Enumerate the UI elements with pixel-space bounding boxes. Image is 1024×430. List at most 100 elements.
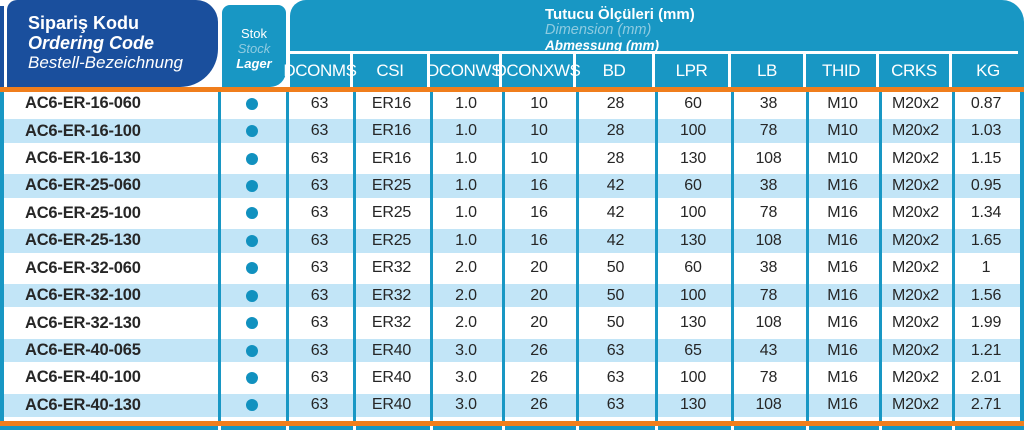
ordering-code-cell: AC6-ER-25-130	[25, 231, 141, 250]
stock-dot-icon	[246, 97, 258, 110]
column-header-bd: BD	[576, 54, 655, 87]
value-cell-dconms: 63	[310, 396, 329, 414]
column-separator	[576, 92, 579, 421]
value-cell-thid: M16	[827, 286, 858, 304]
stock-label-en: Stock	[237, 41, 271, 56]
column-separator	[218, 426, 221, 430]
column-separator	[286, 426, 289, 430]
value-cell-lpr: 65	[684, 341, 702, 359]
stock-cell	[218, 229, 286, 252]
value-cell-dconws: 1.0	[455, 122, 477, 140]
value-cell-dconxws: 20	[530, 286, 548, 304]
stock-cell	[218, 174, 286, 197]
column-separator	[353, 92, 356, 421]
value-cell-bd: 50	[606, 314, 625, 332]
value-cell-kg: 1.03	[970, 122, 1002, 140]
stock-dot-icon	[246, 289, 258, 302]
value-cell-kg: 1.34	[970, 204, 1002, 222]
dimensions-title-en: Dimension (mm)	[545, 21, 652, 38]
value-cell-dconxws: 16	[530, 176, 548, 194]
value-cell-thid: M16	[827, 259, 858, 277]
value-cell-dconms: 63	[310, 149, 329, 167]
table-row: AC6-ER-40-130 63 ER40 3.0 26 63 130 108 M16 M20x2…	[4, 393, 1020, 422]
value-cell-crks: M20x2	[891, 286, 940, 304]
column-header-csi: CSI	[353, 54, 430, 87]
value-cell-lb: 43	[759, 341, 778, 359]
column-separator	[731, 92, 734, 421]
value-cell-bd: 63	[606, 396, 625, 414]
stock-dot-icon	[246, 344, 258, 357]
value-cell-lpr: 100	[679, 122, 707, 140]
stock-cell	[218, 284, 286, 307]
ordering-code-cell: AC6-ER-32-060	[25, 258, 141, 277]
column-separator	[655, 426, 658, 430]
value-cell-dconws: 1.0	[455, 149, 477, 167]
value-cell-thid: M16	[827, 396, 858, 414]
ordering-code-cell: AC6-ER-32-130	[25, 313, 141, 332]
value-cell-crks: M20x2	[891, 259, 940, 277]
stock-dot-icon	[246, 399, 258, 412]
value-cell-dconxws: 16	[530, 231, 548, 249]
column-header-lb: LB	[731, 54, 806, 87]
value-cell-dconxws: 10	[530, 122, 548, 140]
column-header-dconxws: DCONXWS	[495, 54, 581, 87]
value-cell-dconms: 63	[310, 176, 329, 194]
value-cell-lpr: 100	[679, 368, 707, 386]
value-cell-csi: ER32	[371, 259, 412, 277]
ordering-code-cell: AC6-ER-32-100	[25, 286, 141, 305]
column-separator	[286, 92, 289, 421]
column-separator	[731, 426, 734, 430]
value-cell-bd: 42	[606, 204, 625, 222]
value-cell-dconws: 1.0	[455, 204, 477, 222]
ordering-code-header: Sipariş Kodu Ordering Code Bestell-Bezei…	[7, 0, 218, 87]
value-cell-csi: ER16	[371, 149, 412, 167]
stock-dot-icon	[246, 125, 258, 138]
value-cell-kg: 1.15	[970, 149, 1002, 167]
column-headers: DCONMS CSI DCONWS DCONXWS BD LPR LB THID CRKS KG	[283, 54, 1024, 87]
value-cell-crks: M20x2	[891, 204, 940, 222]
value-cell-crks: M20x2	[891, 231, 940, 249]
value-cell-lb: 108	[755, 231, 782, 249]
value-cell-thid: M16	[827, 368, 858, 386]
stock-cell	[218, 202, 286, 225]
ordering-code-cell: AC6-ER-16-130	[25, 149, 141, 168]
ordering-code-cell: AC6-ER-40-065	[25, 341, 141, 359]
value-cell-dconws: 1.0	[455, 94, 477, 112]
column-separator	[806, 92, 809, 421]
value-cell-kg: 0.87	[970, 94, 1002, 112]
value-cell-dconms: 63	[310, 94, 329, 112]
table-row: AC6-ER-32-130 63 ER32 2.0 20 50 130 108 M16 M20x2…	[4, 311, 1020, 339]
value-cell-lpr: 130	[679, 396, 707, 414]
value-cell-kg: 2.71	[970, 396, 1002, 414]
next-band-strip	[0, 426, 1024, 430]
value-cell-kg: 0.95	[970, 176, 1002, 194]
value-cell-dconws: 3.0	[455, 396, 477, 414]
value-cell-thid: M16	[827, 176, 858, 194]
value-cell-lb: 38	[759, 176, 778, 194]
column-separator	[806, 426, 809, 430]
value-cell-dconxws: 20	[530, 314, 548, 332]
stock-dot-icon	[246, 207, 258, 220]
table-row: AC6-ER-16-130 63 ER16 1.0 10 28 130 108 M10 M20x2…	[4, 146, 1020, 175]
value-cell-bd: 50	[606, 259, 625, 277]
table-row: AC6-ER-16-100 63 ER16 1.0 10 28 100 78 M10 M20x2 1…	[4, 119, 1020, 147]
value-cell-dconws: 1.0	[455, 231, 477, 249]
value-cell-thid: M16	[827, 231, 858, 249]
column-header-lpr: LPR	[655, 54, 731, 87]
value-cell-dconms: 63	[310, 341, 329, 359]
value-cell-dconxws: 26	[530, 396, 548, 414]
value-cell-bd: 28	[606, 122, 625, 140]
table-row: AC6-ER-40-065 63 ER40 3.0 26 63 65 43 M16 M20x2 1.…	[4, 338, 1020, 367]
column-header-crks: CRKS	[879, 54, 952, 87]
value-cell-kg: 1.65	[970, 231, 1002, 249]
value-cell-csi: ER40	[371, 341, 412, 359]
value-cell-dconxws: 20	[530, 259, 548, 277]
table-row: AC6-ER-25-100 63 ER25 1.0 16 42 100 78 M16 M20x2 1…	[4, 201, 1020, 230]
stock-dot-icon	[246, 317, 258, 330]
ordering-code-cell: AC6-ER-25-100	[25, 203, 141, 222]
value-cell-csi: ER40	[371, 368, 412, 386]
column-separator	[502, 92, 505, 421]
value-cell-thid: M10	[827, 149, 858, 167]
ordering-code-cell: AC6-ER-40-100	[25, 368, 141, 387]
value-cell-dconws: 2.0	[455, 259, 477, 277]
